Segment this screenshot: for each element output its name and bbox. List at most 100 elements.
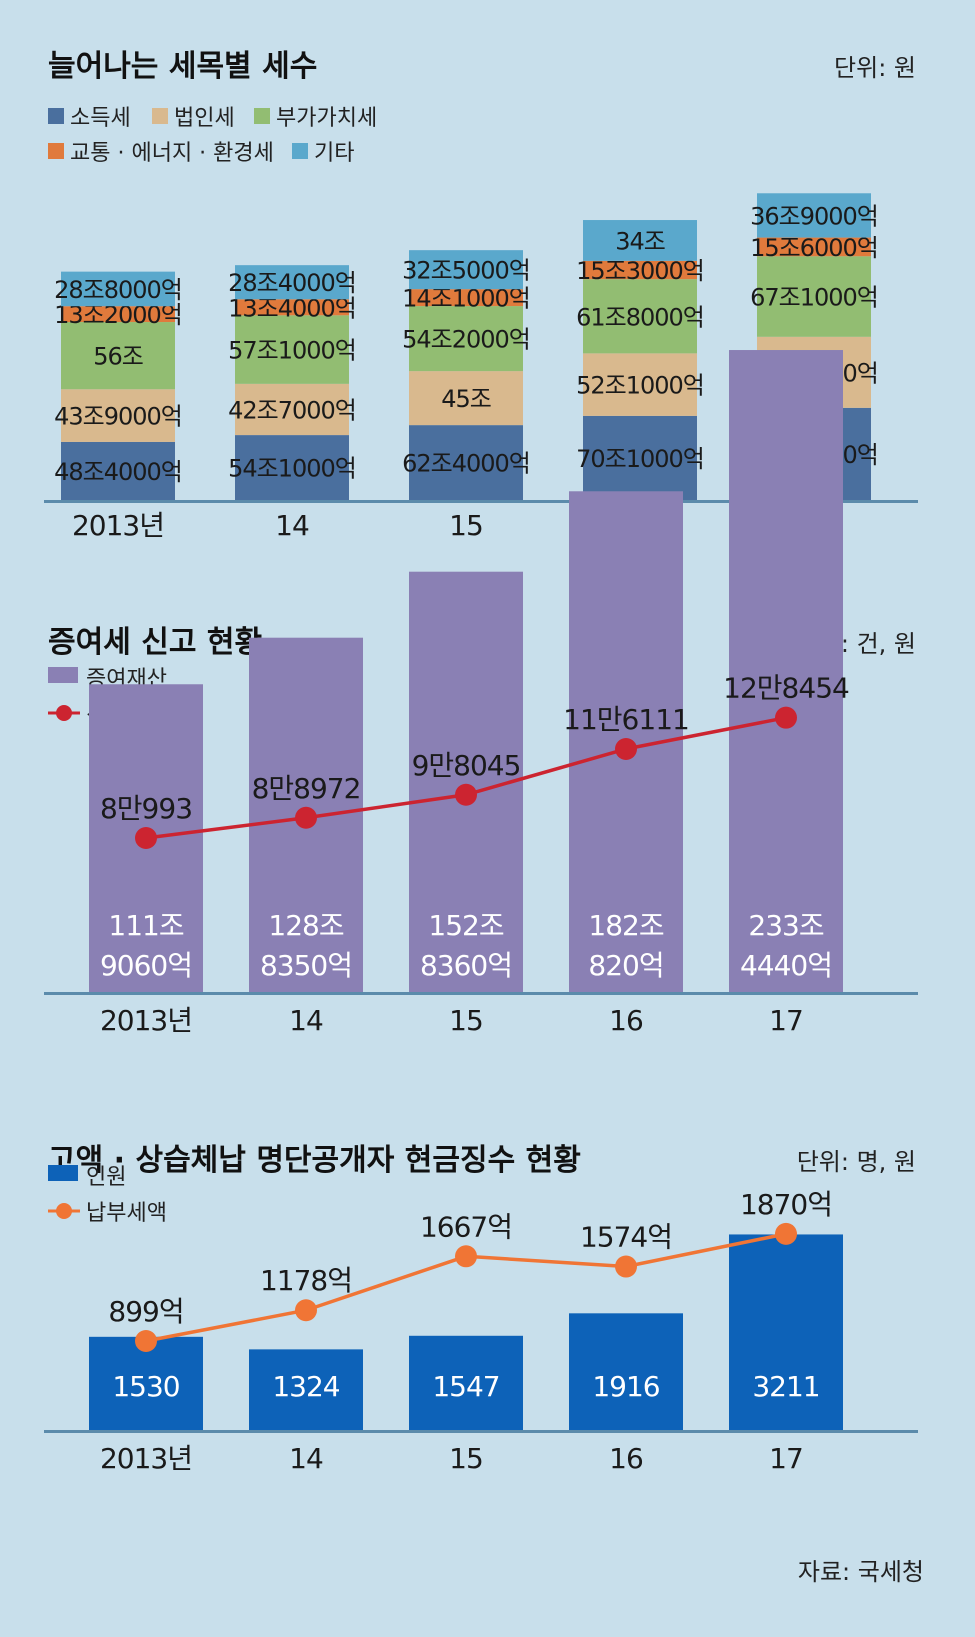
- x-tick-label: 16: [609, 1004, 643, 1037]
- bar-segment-other-4: [757, 193, 871, 238]
- segment-label-corporate-0: 43조9000억: [54, 403, 182, 431]
- bar-segment-other-2: [409, 250, 523, 290]
- x-tick-label: 17: [769, 1442, 803, 1475]
- segment-label-other-4: 36조9000억: [750, 202, 878, 230]
- bar-segment-income-1: [235, 435, 349, 500]
- bar-value-label: 3211: [752, 1370, 819, 1403]
- x-tick-label: 15: [449, 509, 483, 542]
- legend-label-line: 납부세액: [86, 1201, 167, 1226]
- line-point-label: 8만8972: [252, 772, 361, 805]
- bar-value-label: 152조: [428, 909, 503, 942]
- segment-label-transport-2: 14조1000억: [402, 285, 530, 313]
- legend-label-vat: 부가가치세: [276, 106, 377, 131]
- bar-4: [729, 1234, 843, 1430]
- line-point-label: 12만8454: [723, 672, 849, 705]
- segment-label-other-0: 28조8000억: [54, 276, 182, 304]
- source-note: 자료: 국세청: [798, 1558, 924, 1586]
- line-point-3: [615, 737, 637, 760]
- line-point-2: [455, 783, 477, 806]
- bar-segment-vat-3: [583, 279, 697, 354]
- legend-swatch-transport: [48, 143, 64, 159]
- segment-label-corporate-3: 52조1000억: [576, 372, 704, 400]
- bar-1: [249, 1349, 363, 1430]
- line-point-2: [455, 1245, 477, 1268]
- line-point-4: [775, 706, 797, 729]
- bar-value-label: 1530: [112, 1370, 179, 1403]
- bar-segment-corporate-1: [235, 383, 349, 436]
- segment-label-income-1: 54조1000억: [228, 455, 356, 483]
- chart2-plot: 111조 9060억 128조 8350억 152조 8360억 182조 820억 233조 4…: [44, 350, 918, 1037]
- line-point-1: [295, 806, 317, 829]
- segment-label-income-3: 70조1000억: [576, 445, 704, 473]
- bar-segment-vat-4: [757, 256, 871, 337]
- bar-4: [729, 350, 843, 992]
- bar-3: [569, 1313, 683, 1430]
- segment-label-vat-0: 56조: [93, 343, 143, 371]
- line-point-label: 1667억: [420, 1210, 512, 1243]
- x-tick-label: 14: [289, 1004, 323, 1037]
- x-tick-label: 17: [769, 1004, 803, 1037]
- bar-segment-transport-0: [61, 306, 175, 323]
- legend-marker: [56, 1203, 72, 1219]
- legend-marker: [56, 705, 72, 721]
- bar-segment-other-0: [61, 271, 175, 307]
- bar-segment-other-1: [235, 265, 349, 300]
- line-point-0: [135, 827, 157, 849]
- line-point-4: [775, 1222, 797, 1245]
- bar-value-label: 1547: [432, 1370, 499, 1403]
- x-tick-label: 2013년: [72, 509, 164, 542]
- x-tick-label: 2013년: [100, 1442, 192, 1475]
- x-tick-label: 2013년: [100, 1004, 192, 1037]
- segment-label-corporate-2: 45조: [441, 385, 491, 413]
- bar-segment-corporate-3: [583, 353, 697, 416]
- x-tick-label: 15: [449, 1004, 483, 1037]
- segment-label-transport-4: 15조6000억: [750, 234, 878, 262]
- bar-segment-transport-1: [235, 299, 349, 316]
- line-point-label: 1574억: [580, 1221, 672, 1254]
- segment-label-vat-2: 54조2000억: [402, 326, 530, 354]
- segment-label-corporate-1: 42조7000억: [228, 396, 356, 424]
- segment-label-transport-3: 15조3000억: [576, 257, 704, 285]
- bar-value-label: 820억: [588, 949, 663, 982]
- line-point-label: 8만993: [100, 792, 192, 825]
- bar-segment-other-3: [583, 220, 697, 261]
- bar-value-label: 9060억: [100, 949, 192, 982]
- bar-segment-corporate-2: [409, 371, 523, 426]
- bar-value-label: 8360억: [420, 949, 512, 982]
- legend-swatch-corporate: [152, 108, 168, 124]
- bar-value-label: 111조: [108, 909, 183, 942]
- legend-label-bar: 인원: [86, 1165, 126, 1190]
- x-tick-label: 14: [289, 1442, 323, 1475]
- legend-label-other: 기타: [314, 141, 354, 166]
- chart3-plot: 1530 1324 1547 1916 3211 899억 1178억 1667억 1574억 1…: [44, 1188, 918, 1475]
- bar-value-label: 233조: [748, 909, 823, 942]
- x-tick-label: 16: [609, 1442, 643, 1475]
- bar-segment-vat-1: [235, 315, 349, 384]
- bar-segment-transport-2: [409, 289, 523, 307]
- bar-segment-income-2: [409, 425, 523, 500]
- segment-label-other-1: 28조4000억: [228, 269, 356, 297]
- bar-segment-income-3: [583, 415, 697, 500]
- legend-swatch-bar: [48, 1165, 78, 1181]
- chart2-title: 증여세 신고 현황: [48, 625, 262, 660]
- bar-segment-income-0: [61, 441, 175, 500]
- bar-value-label: 8350억: [260, 949, 352, 982]
- bar-segment-corporate-0: [61, 389, 175, 442]
- bar-segment-transport-4: [757, 237, 871, 257]
- legend-label-income: 소득세: [70, 106, 131, 131]
- bar-value-label: 1916: [592, 1370, 659, 1403]
- legend-swatch-income: [48, 108, 64, 124]
- segment-label-income-0: 48조4000억: [54, 458, 182, 486]
- line-point-label: 899억: [108, 1295, 183, 1328]
- bar-segment-vat-2: [409, 306, 523, 372]
- legend-swatch-bar: [48, 667, 78, 683]
- line-point-label: 11만6111: [563, 703, 689, 736]
- bar-value-label: 182조: [588, 909, 663, 942]
- line-point-3: [615, 1255, 637, 1278]
- line-point-label: 1870억: [740, 1188, 832, 1221]
- bar-value-label: 128조: [268, 909, 343, 942]
